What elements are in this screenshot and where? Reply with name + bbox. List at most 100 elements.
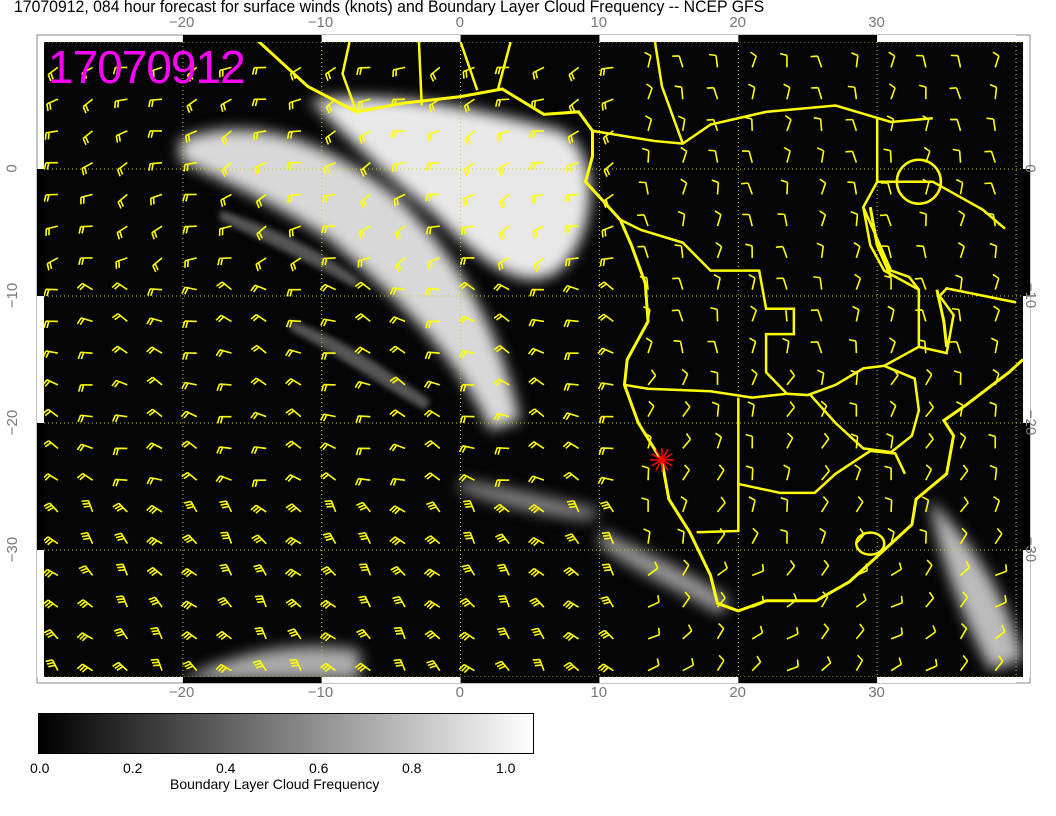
wind-barb: [890, 657, 903, 672]
wind-barb: [888, 51, 896, 68]
wind-barb: [638, 181, 649, 195]
wind-barb: [215, 314, 232, 323]
wind-barb: [76, 317, 93, 326]
location-marker-star: [649, 447, 674, 472]
wind-barb: [183, 500, 198, 513]
wind-barb: [786, 659, 799, 672]
wind-barb: [682, 559, 690, 576]
wind-barb: [251, 534, 267, 545]
wind-barb: [751, 625, 764, 640]
wind-barb: [146, 536, 163, 546]
wind-barb: [77, 414, 93, 423]
wind-barb: [597, 313, 614, 323]
wind-barb: [354, 662, 371, 672]
wind-barb: [786, 593, 798, 608]
wind-barb: [462, 193, 475, 206]
wind-barb: [955, 274, 963, 290]
wind-barb: [682, 464, 690, 481]
wind-barb: [884, 465, 892, 481]
wind-barb: [528, 318, 545, 327]
wind-barb: [989, 401, 997, 417]
wind-barb: [641, 147, 650, 163]
wind-barb: [389, 536, 406, 546]
wind-barb: [530, 98, 545, 109]
wind-barb: [886, 433, 894, 449]
wind-barb: [562, 412, 579, 421]
colorbar-tick: 0.0: [30, 760, 50, 776]
wind-barb: [821, 656, 832, 672]
country-border: [653, 42, 684, 145]
wind-barb: [76, 663, 94, 673]
wind-barb: [563, 319, 579, 328]
wind-barb: [320, 383, 336, 392]
wind-barb: [955, 178, 964, 195]
wind-barb: [887, 305, 895, 322]
wind-barb: [992, 51, 1000, 68]
wind-barb: [44, 379, 59, 387]
frame-bar: [1023, 296, 1030, 423]
wind-barb: [356, 501, 371, 513]
wind-barb: [289, 66, 302, 81]
wind-barb: [889, 400, 897, 417]
wind-barb: [255, 193, 267, 209]
wind-barb: [181, 440, 198, 450]
wind-barb: [182, 660, 198, 672]
wind-barb: [215, 349, 232, 358]
wind-barb: [494, 66, 510, 75]
wind-barb: [254, 161, 267, 175]
wind-barb: [568, 98, 580, 114]
wind-barb: [285, 440, 302, 450]
wind-barb: [116, 225, 128, 240]
wind-barb: [81, 66, 93, 81]
wind-barb: [563, 383, 579, 391]
wind-barb: [810, 55, 823, 68]
wind-barb: [324, 66, 337, 81]
wind-barb: [429, 66, 441, 82]
wind-barb: [776, 277, 788, 290]
wind-barb: [76, 443, 93, 452]
wind-barb: [647, 561, 659, 577]
frame-bar: [738, 677, 878, 683]
wind-barb: [499, 193, 510, 209]
wind-barb: [527, 475, 545, 484]
wind-barb: [711, 179, 720, 195]
wind-barb: [990, 337, 999, 354]
wind-barb: [647, 595, 660, 608]
wind-barb: [890, 562, 903, 577]
lon-tick-label: 0: [455, 684, 464, 701]
wind-barb: [252, 659, 267, 672]
wind-barb: [744, 116, 754, 131]
wind-barb: [285, 378, 302, 386]
wind-barb: [562, 441, 580, 450]
wind-barb: [80, 193, 93, 205]
wind-barb: [645, 83, 653, 100]
wind-barb: [496, 130, 510, 142]
wind-barb: [44, 599, 59, 609]
wind-barb: [493, 283, 510, 292]
wind-barb: [682, 658, 695, 672]
wind-barb: [78, 225, 93, 234]
wind-barb: [112, 66, 128, 75]
frame-bar: [1023, 550, 1030, 677]
wind-barb: [959, 591, 969, 608]
wind-barb: [820, 400, 828, 417]
wind-barb: [216, 415, 232, 424]
wind-barb: [674, 244, 684, 258]
wind-barb: [394, 225, 406, 241]
wind-barb: [925, 432, 934, 449]
wind-barb: [597, 281, 614, 291]
wind-barb: [529, 161, 544, 170]
wind-barb: [285, 503, 302, 513]
wind-barb: [855, 528, 865, 545]
lat-tick-label: −20: [4, 409, 22, 436]
wind-barb: [111, 379, 128, 388]
wind-barb: [959, 464, 969, 481]
wind-barb: [879, 214, 892, 227]
wind-barb: [357, 98, 371, 110]
wind-barb: [320, 352, 336, 360]
wind-barb: [677, 528, 685, 544]
wind-barb: [221, 162, 232, 177]
wind-barb: [112, 502, 128, 513]
wind-barb: [389, 316, 406, 325]
wind-barb: [845, 118, 858, 132]
